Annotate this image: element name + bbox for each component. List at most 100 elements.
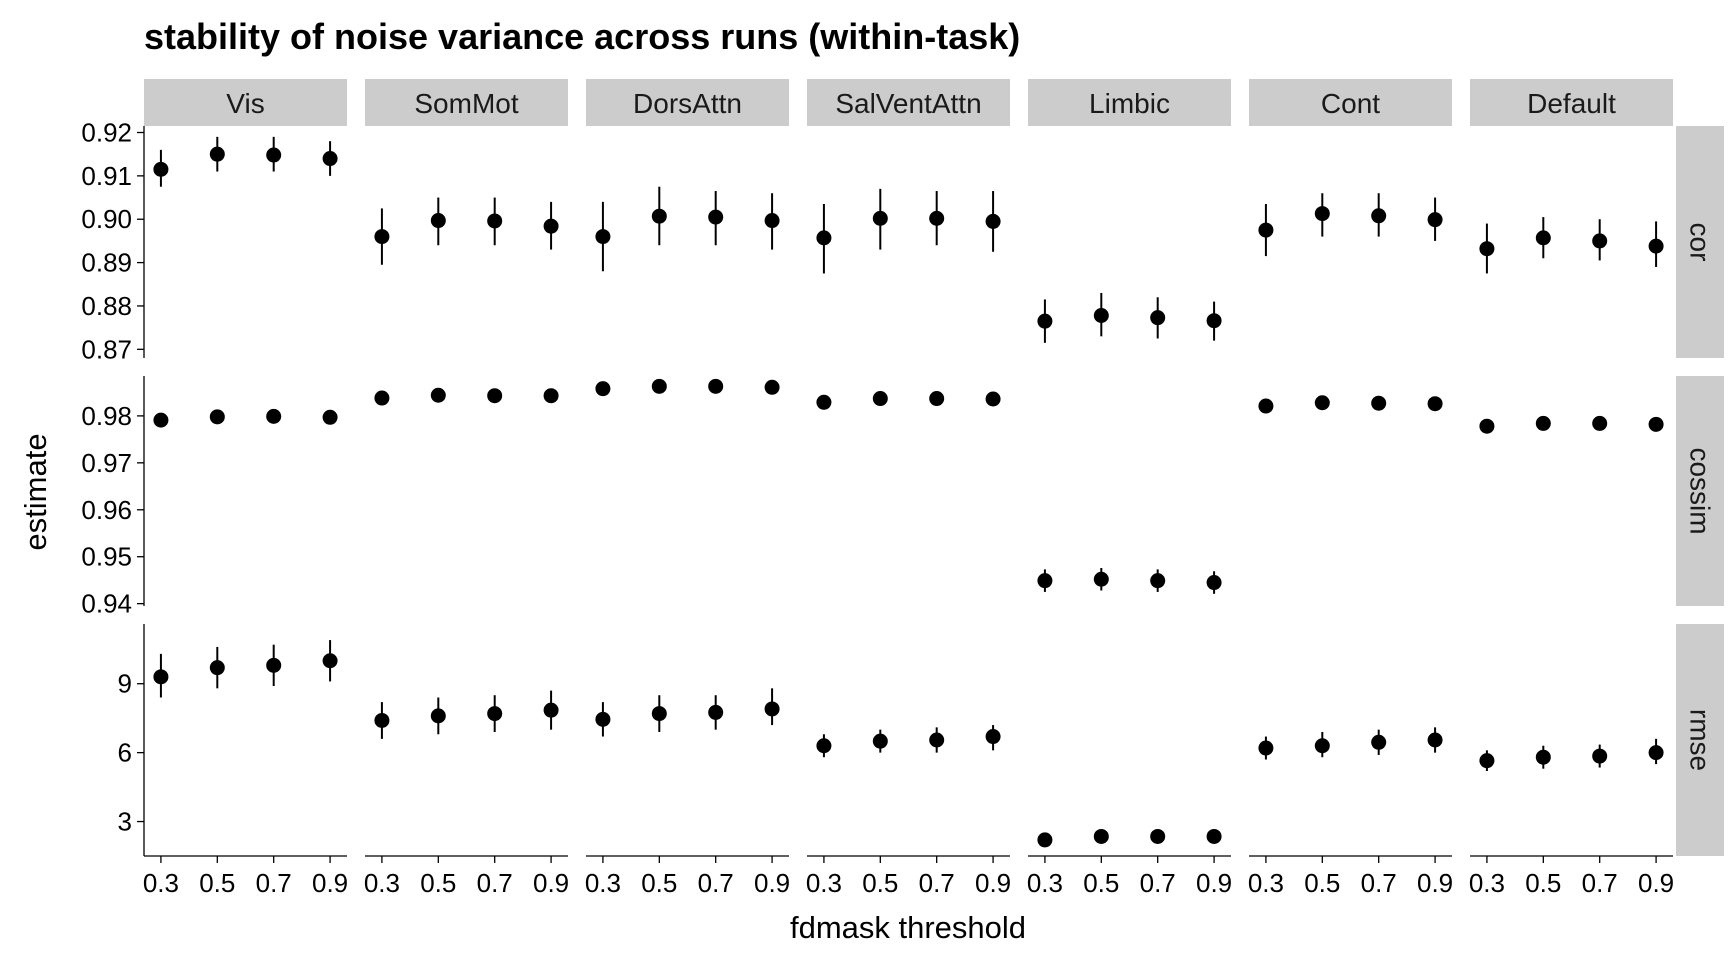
x-tick-label: 0.7: [698, 868, 734, 898]
point-cor-salventattn: [816, 230, 832, 246]
point-cossim-sommot: [487, 388, 503, 404]
facet-label-sommot: SomMot: [414, 88, 518, 119]
point-rmse-dorsattn: [651, 706, 667, 722]
point-cor-sommot: [487, 213, 503, 229]
y-tick-label-cor: 0.89: [81, 248, 132, 278]
point-rmse-dorsattn: [595, 711, 611, 727]
point-rmse-dorsattn: [708, 704, 724, 720]
x-tick-label: 0.5: [862, 868, 898, 898]
point-rmse-vis: [322, 653, 338, 669]
y-tick-label-cossim: 0.96: [81, 495, 132, 525]
point-cor-limbic: [1037, 313, 1053, 329]
facet-strip-limbic: [1028, 79, 1231, 126]
point-cor-sommot: [374, 229, 390, 245]
point-cossim-limbic: [1206, 575, 1222, 591]
facet-strip-cor: [1676, 126, 1724, 358]
y-tick-label-cor: 0.88: [81, 291, 132, 321]
point-cossim-limbic: [1037, 573, 1053, 589]
x-tick-label: 0.7: [1140, 868, 1176, 898]
y-tick-label-cor: 0.91: [81, 161, 132, 191]
point-rmse-default: [1535, 749, 1551, 765]
facet-label-rmse: rmse: [1685, 709, 1716, 771]
y-axis-title: estimate: [18, 433, 53, 550]
point-cor-cont: [1314, 206, 1330, 222]
facet-label-salventattn: SalVentAttn: [835, 88, 981, 119]
x-tick-label: 0.7: [919, 868, 955, 898]
y-tick-label-cor: 0.87: [81, 334, 132, 364]
x-tick-label: 0.5: [1304, 868, 1340, 898]
point-cor-cont: [1427, 212, 1443, 228]
point-cossim-limbic: [1093, 571, 1109, 587]
x-tick-label: 0.3: [1027, 868, 1063, 898]
facet-label-default: Default: [1527, 88, 1616, 119]
x-tick-label: 0.3: [585, 868, 621, 898]
point-cor-limbic: [1093, 308, 1109, 324]
point-cossim-dorsattn: [651, 378, 667, 394]
facet-strip-rmse: [1676, 624, 1724, 856]
point-cor-dorsattn: [651, 208, 667, 224]
facet-label-cor: cor: [1685, 223, 1716, 262]
point-cor-vis: [266, 147, 282, 163]
x-axis-title: fdmask threshold: [790, 910, 1026, 945]
point-cor-sommot: [430, 213, 446, 229]
x-tick-label: 0.5: [420, 868, 456, 898]
point-rmse-salventattn: [985, 729, 1001, 745]
point-rmse-default: [1648, 745, 1664, 761]
point-cor-vis: [322, 151, 338, 167]
facet-strip-cont: [1249, 79, 1452, 126]
facet-label-cossim: cossim: [1685, 447, 1716, 534]
point-cossim-vis: [153, 412, 169, 428]
x-tick-label: 0.9: [975, 868, 1011, 898]
point-cossim-dorsattn: [764, 379, 780, 395]
point-cossim-sommot: [374, 390, 390, 406]
point-cossim-salventattn: [872, 391, 888, 407]
point-rmse-limbic: [1037, 832, 1053, 848]
point-cor-cont: [1258, 222, 1274, 238]
y-tick-label-cossim: 0.94: [81, 589, 132, 619]
y-tick-label-cossim: 0.97: [81, 448, 132, 478]
point-cor-limbic: [1150, 310, 1166, 326]
point-cossim-cont: [1371, 395, 1387, 411]
point-cor-vis: [209, 146, 225, 162]
x-tick-label: 0.5: [1083, 868, 1119, 898]
point-cossim-sommot: [543, 388, 559, 404]
point-cossim-limbic: [1150, 573, 1166, 589]
y-tick-label-cossim: 0.95: [81, 542, 132, 572]
point-rmse-salventattn: [929, 732, 945, 748]
chart-title: stability of noise variance across runs …: [144, 16, 1020, 57]
x-tick-label: 0.5: [199, 868, 235, 898]
point-rmse-limbic: [1206, 828, 1222, 844]
point-rmse-salventattn: [816, 738, 832, 754]
x-tick-label: 0.7: [477, 868, 513, 898]
point-cor-salventattn: [985, 213, 1001, 229]
point-rmse-salventattn: [872, 733, 888, 749]
point-cossim-salventattn: [985, 391, 1001, 407]
y-tick-label-rmse: 3: [118, 807, 132, 837]
point-rmse-cont: [1427, 732, 1443, 748]
point-rmse-vis: [266, 657, 282, 673]
point-cor-vis: [153, 161, 169, 177]
point-cor-default: [1535, 230, 1551, 246]
x-tick-label: 0.7: [1582, 868, 1618, 898]
point-cor-dorsattn: [764, 213, 780, 229]
x-tick-label: 0.3: [1469, 868, 1505, 898]
point-rmse-vis: [209, 660, 225, 676]
facet-label-limbic: Limbic: [1089, 88, 1170, 119]
point-rmse-limbic: [1150, 828, 1166, 844]
point-rmse-default: [1592, 748, 1608, 764]
point-rmse-sommot: [543, 702, 559, 718]
point-cor-sommot: [543, 218, 559, 234]
point-cor-salventattn: [872, 210, 888, 226]
x-tick-label: 0.3: [1248, 868, 1284, 898]
point-cor-salventattn: [929, 210, 945, 226]
facet-strip-vis: [144, 79, 347, 126]
facet-strip-default: [1470, 79, 1673, 126]
y-tick-label-rmse: 6: [118, 738, 132, 768]
point-cossim-default: [1648, 416, 1664, 432]
x-tick-label: 0.3: [364, 868, 400, 898]
x-tick-label: 0.9: [1417, 868, 1453, 898]
x-tick-label: 0.7: [1361, 868, 1397, 898]
x-tick-label: 0.9: [1638, 868, 1674, 898]
plot-area: Vis SomMot DorsAttn SalVentAttn Limbic Cont De…: [81, 79, 1724, 898]
